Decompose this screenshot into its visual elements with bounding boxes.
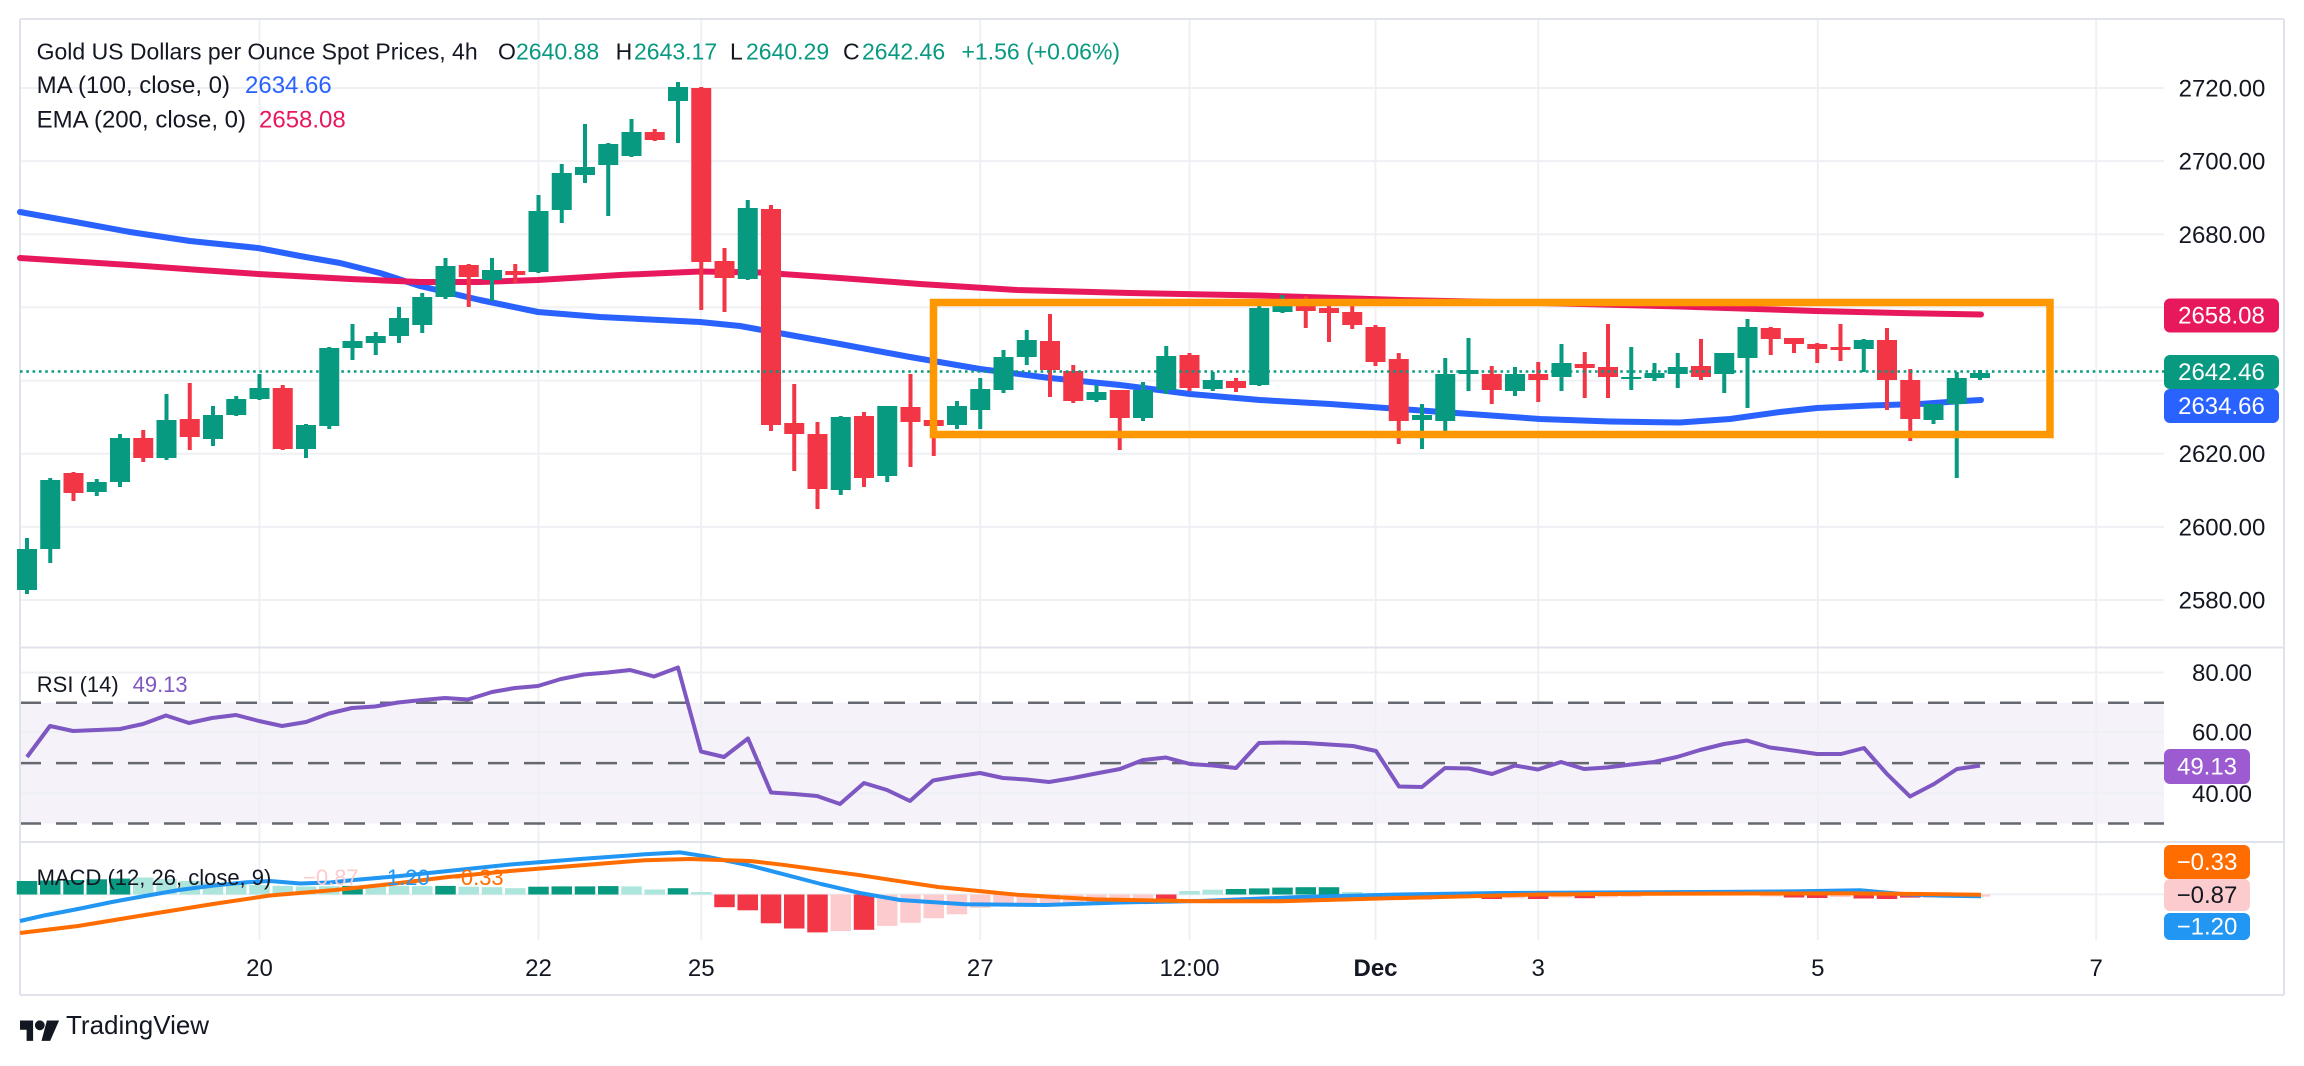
svg-text:7: 7 (2090, 955, 2103, 982)
svg-text:2634.66: 2634.66 (245, 72, 332, 99)
svg-text:2643.17: 2643.17 (634, 39, 717, 65)
svg-text:2620.00: 2620.00 (2179, 441, 2266, 468)
svg-text:−1.20: −1.20 (2177, 914, 2238, 941)
svg-text:2580.00: 2580.00 (2179, 587, 2266, 614)
svg-text:Dec: Dec (1353, 955, 1397, 982)
svg-text:40.00: 40.00 (2192, 781, 2252, 808)
svg-text:80.00: 80.00 (2192, 660, 2252, 687)
svg-text:2642.46: 2642.46 (862, 39, 945, 65)
svg-text:H: H (616, 39, 633, 65)
svg-text:49.13: 49.13 (133, 672, 188, 697)
svg-text:−0.87: −0.87 (2177, 882, 2238, 909)
svg-text:MA (100, close, 0): MA (100, close, 0) (37, 72, 230, 99)
svg-text:−1.20: −1.20 (374, 865, 430, 890)
svg-text:2658.08: 2658.08 (259, 107, 346, 134)
svg-text:2680.00: 2680.00 (2179, 222, 2266, 249)
svg-text:5: 5 (1811, 955, 1824, 982)
svg-text:−0.33: −0.33 (448, 865, 504, 890)
svg-text:L: L (730, 39, 743, 65)
svg-text:20: 20 (246, 955, 273, 982)
svg-text:2658.08: 2658.08 (2178, 303, 2265, 330)
svg-text:60.00: 60.00 (2192, 720, 2252, 747)
svg-text:2600.00: 2600.00 (2179, 514, 2266, 541)
svg-text:2640.29: 2640.29 (746, 39, 829, 65)
svg-text:TradingView: TradingView (66, 1010, 209, 1040)
svg-text:Gold US Dollars per Ounce Spot: Gold US Dollars per Ounce Spot Prices, 4… (37, 39, 478, 65)
svg-text:27: 27 (967, 955, 994, 982)
svg-text:2642.46: 2642.46 (2178, 359, 2265, 386)
svg-text:C: C (843, 39, 860, 65)
svg-text:−0.87: −0.87 (303, 865, 359, 890)
svg-text:MACD (12, 26, close, 9): MACD (12, 26, close, 9) (37, 865, 272, 890)
svg-text:+1.56 (+0.06%): +1.56 (+0.06%) (962, 39, 1121, 65)
svg-text:22: 22 (525, 955, 552, 982)
svg-text:RSI (14): RSI (14) (37, 672, 119, 697)
svg-text:O: O (498, 39, 516, 65)
svg-text:3: 3 (1532, 955, 1545, 982)
svg-text:12:00: 12:00 (1159, 955, 1219, 982)
svg-text:2700.00: 2700.00 (2179, 149, 2266, 176)
svg-text:25: 25 (688, 955, 715, 982)
svg-text:49.13: 49.13 (2177, 754, 2237, 781)
svg-text:2640.88: 2640.88 (516, 39, 599, 65)
svg-text:−0.33: −0.33 (2177, 849, 2238, 876)
svg-text:2720.00: 2720.00 (2179, 76, 2266, 103)
svg-text:EMA (200, close, 0): EMA (200, close, 0) (37, 107, 246, 134)
svg-text:2634.66: 2634.66 (2178, 393, 2265, 420)
